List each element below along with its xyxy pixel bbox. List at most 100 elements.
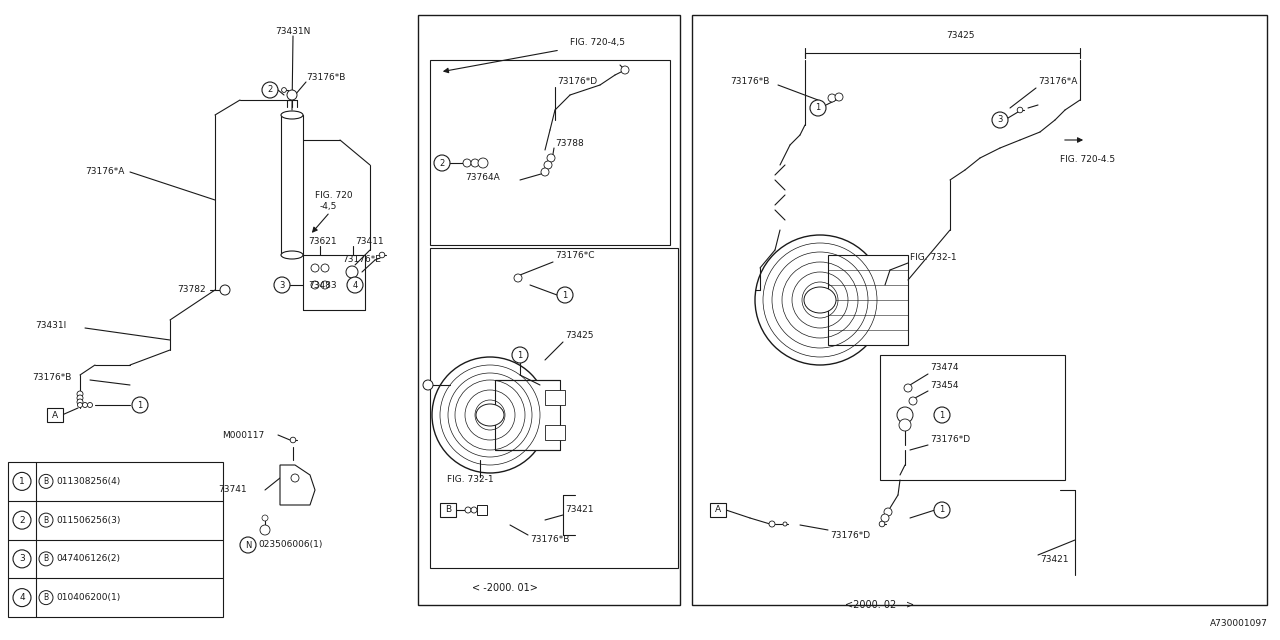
Circle shape xyxy=(287,90,297,100)
Text: 73483: 73483 xyxy=(308,280,337,289)
Ellipse shape xyxy=(476,404,504,426)
Circle shape xyxy=(899,419,911,431)
Text: -4,5: -4,5 xyxy=(320,202,338,211)
Circle shape xyxy=(77,399,83,405)
Bar xyxy=(419,15,680,605)
Text: 73454: 73454 xyxy=(931,381,959,390)
Circle shape xyxy=(347,277,364,293)
Circle shape xyxy=(13,472,31,490)
Circle shape xyxy=(544,161,552,169)
Circle shape xyxy=(477,158,488,168)
Text: FIG. 720: FIG. 720 xyxy=(315,191,352,200)
Text: 73411: 73411 xyxy=(355,237,384,246)
Text: 1: 1 xyxy=(562,291,567,300)
Text: 73425: 73425 xyxy=(946,31,974,40)
Circle shape xyxy=(769,521,774,527)
Bar xyxy=(545,425,564,440)
Circle shape xyxy=(828,94,836,102)
Circle shape xyxy=(260,525,270,535)
Text: B: B xyxy=(44,554,49,563)
Circle shape xyxy=(934,502,950,518)
Text: 73474: 73474 xyxy=(931,364,959,372)
Ellipse shape xyxy=(804,287,836,313)
Text: 1: 1 xyxy=(19,477,24,486)
Text: 2: 2 xyxy=(19,516,24,525)
Bar xyxy=(495,380,561,450)
Circle shape xyxy=(422,380,433,390)
Circle shape xyxy=(78,403,82,408)
Circle shape xyxy=(379,252,385,258)
Circle shape xyxy=(241,537,256,553)
Circle shape xyxy=(87,403,92,408)
Text: FIG. 720-4.5: FIG. 720-4.5 xyxy=(1060,156,1115,164)
Text: 73764A: 73764A xyxy=(465,173,499,182)
Bar xyxy=(545,390,564,405)
Circle shape xyxy=(934,407,950,423)
Text: 1: 1 xyxy=(137,401,142,410)
Text: B: B xyxy=(44,516,49,525)
Text: 1: 1 xyxy=(940,506,945,515)
Circle shape xyxy=(282,88,287,92)
Text: 73176*B: 73176*B xyxy=(530,536,570,545)
Bar xyxy=(430,60,669,245)
Circle shape xyxy=(904,384,911,392)
Circle shape xyxy=(311,281,319,289)
Circle shape xyxy=(433,357,548,473)
Bar xyxy=(692,15,1267,605)
Bar xyxy=(881,355,1065,480)
Text: N: N xyxy=(244,541,251,550)
Circle shape xyxy=(132,397,148,413)
Text: 73176*E: 73176*E xyxy=(342,255,381,264)
Circle shape xyxy=(262,515,268,521)
Bar xyxy=(477,505,486,515)
Text: 73741: 73741 xyxy=(218,486,247,495)
Text: M000117: M000117 xyxy=(221,431,264,440)
Circle shape xyxy=(38,474,52,488)
Circle shape xyxy=(262,82,278,98)
Circle shape xyxy=(274,277,291,293)
Text: 73176*D: 73176*D xyxy=(829,531,870,540)
Text: <2000. 02-  >: <2000. 02- > xyxy=(845,600,915,610)
Text: A: A xyxy=(52,410,58,419)
Circle shape xyxy=(881,514,890,522)
Text: 1: 1 xyxy=(815,104,820,113)
Text: FIG. 720-4,5: FIG. 720-4,5 xyxy=(570,38,625,47)
Circle shape xyxy=(541,168,549,176)
Circle shape xyxy=(512,347,529,363)
Text: 3: 3 xyxy=(19,554,24,563)
Circle shape xyxy=(321,264,329,272)
Text: 73421: 73421 xyxy=(1039,556,1069,564)
Text: 1: 1 xyxy=(517,351,522,360)
Bar xyxy=(828,255,908,345)
Circle shape xyxy=(38,513,52,527)
Circle shape xyxy=(471,507,477,513)
Text: 73431I: 73431I xyxy=(35,321,67,330)
Polygon shape xyxy=(280,465,315,505)
Bar xyxy=(282,115,303,255)
Circle shape xyxy=(835,93,844,101)
Circle shape xyxy=(557,287,573,303)
Text: FIG. 732-1: FIG. 732-1 xyxy=(910,253,956,262)
Circle shape xyxy=(13,589,31,607)
Bar xyxy=(710,503,726,517)
Text: A: A xyxy=(716,506,721,515)
Text: 73621: 73621 xyxy=(308,237,337,246)
Text: B: B xyxy=(44,477,49,486)
Text: 73176*A: 73176*A xyxy=(84,168,124,177)
Circle shape xyxy=(321,281,329,289)
Text: 73788: 73788 xyxy=(556,138,584,147)
Circle shape xyxy=(291,437,296,443)
Text: 73431N: 73431N xyxy=(275,28,311,36)
Text: < -2000. 01>: < -2000. 01> xyxy=(472,583,538,593)
Text: FIG. 732-1: FIG. 732-1 xyxy=(447,476,494,484)
Circle shape xyxy=(82,403,87,408)
Circle shape xyxy=(13,511,31,529)
Circle shape xyxy=(879,521,884,527)
Text: 3: 3 xyxy=(997,115,1002,125)
Circle shape xyxy=(515,274,522,282)
Circle shape xyxy=(77,395,83,401)
Text: B: B xyxy=(445,506,451,515)
Circle shape xyxy=(77,391,83,397)
Circle shape xyxy=(471,159,479,167)
Circle shape xyxy=(311,264,319,272)
